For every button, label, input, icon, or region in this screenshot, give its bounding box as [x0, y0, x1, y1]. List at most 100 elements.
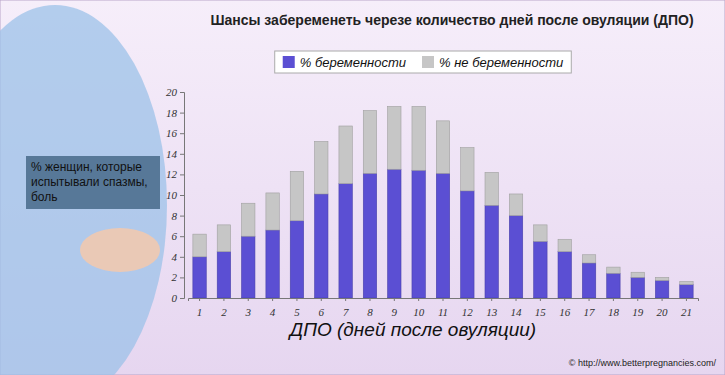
bar	[607, 267, 620, 273]
x-tick-mark	[491, 298, 492, 301]
x-tick: 10	[413, 298, 425, 318]
x-tick-mark	[199, 298, 200, 301]
x-tick-mark	[418, 298, 419, 301]
x-tick-mark	[272, 298, 273, 301]
y-tick: 0	[172, 292, 185, 304]
x-axis-line	[189, 299, 699, 302]
y-axis-line	[180, 93, 185, 299]
x-tick-label: 8	[367, 306, 373, 318]
bar	[655, 280, 668, 298]
x-tick: 12	[462, 298, 474, 318]
x-tick-label: 18	[608, 306, 620, 318]
x-tick-label: 21	[681, 306, 692, 318]
x-tick-mark	[662, 298, 663, 301]
x-tick-label: 4	[270, 306, 276, 318]
y-tick-mark	[180, 298, 184, 299]
x-tick: 15	[535, 298, 547, 318]
bar	[217, 225, 230, 252]
x-tick-mark	[589, 298, 590, 301]
x-tick-mark	[369, 298, 370, 301]
bar	[290, 171, 303, 220]
y-tick-mark	[180, 277, 184, 278]
x-tick-label: 3	[245, 306, 252, 318]
x-tick-label: 1	[197, 306, 203, 318]
y-tick-mark	[180, 92, 184, 93]
y-tick-label: 16	[166, 127, 178, 139]
bar	[412, 106, 425, 170]
legend-swatch	[283, 56, 295, 68]
bar	[388, 106, 401, 169]
x-tick-mark	[223, 298, 224, 301]
x-tick-label: 12	[462, 306, 474, 318]
x-tick: 4	[270, 298, 276, 318]
x-tick: 3	[245, 298, 252, 318]
y-tick-label: 4	[172, 251, 178, 263]
x-tick-mark	[248, 298, 249, 301]
bar	[509, 216, 522, 298]
x-tick: 9	[392, 298, 398, 318]
y-tick: 4	[172, 251, 185, 263]
bar	[461, 191, 474, 298]
y-tick-label: 0	[172, 292, 178, 304]
bar	[339, 184, 352, 298]
x-tick-mark	[613, 298, 614, 301]
x-tick: 13	[486, 298, 498, 318]
y-tick-label: 2	[172, 271, 178, 283]
bar	[412, 170, 425, 298]
x-tick: 5	[294, 298, 300, 318]
x-tick: 6	[319, 298, 325, 318]
x-tick-label: 6	[319, 306, 325, 318]
x-tick-label: 10	[413, 306, 425, 318]
title: Шансы забеременеть черезе количество дне…	[210, 12, 693, 28]
x-tick-label: 16	[559, 306, 571, 318]
decor-hand	[80, 228, 160, 272]
x-tick-mark	[345, 298, 346, 301]
bar	[534, 225, 547, 241]
y-tick: 6	[172, 230, 185, 242]
bar	[242, 203, 255, 236]
bar	[363, 111, 376, 174]
legend-box	[275, 51, 572, 73]
x-tick: 18	[608, 298, 620, 318]
y-tick-mark	[180, 174, 184, 175]
bar	[193, 234, 206, 257]
legend-swatch	[422, 56, 434, 68]
x-tick: 17	[584, 298, 596, 318]
bar	[582, 263, 595, 298]
chart-wrap: Шансы забеременеть черезе количество дне…	[0, 0, 725, 375]
bar	[217, 252, 230, 298]
y-tick: 8	[172, 210, 185, 222]
bar	[436, 173, 449, 298]
bar	[388, 169, 401, 298]
y-tick: 12	[166, 168, 184, 180]
y-tick-mark	[180, 113, 184, 114]
x-tick-label: 7	[343, 306, 349, 318]
y-tick-label: 12	[166, 168, 178, 180]
x-tick: 2	[221, 298, 227, 318]
bar	[193, 257, 206, 298]
y-tick-label: 14	[166, 148, 178, 160]
x-tick-label: 9	[392, 306, 398, 318]
bar	[607, 273, 620, 298]
x-tick: 11	[438, 298, 448, 318]
bar	[631, 277, 644, 298]
bar	[290, 221, 303, 298]
x-tick-label: 15	[535, 306, 547, 318]
legend-label: % беременности	[300, 55, 406, 70]
x-tick-mark	[467, 298, 468, 301]
bar	[363, 173, 376, 298]
y-tick-label: 10	[166, 189, 178, 201]
decor	[0, 5, 167, 375]
y-tick: 14	[166, 148, 184, 160]
x-tick-mark	[321, 298, 322, 301]
x-tick-label: 14	[511, 306, 523, 318]
x-axis: 123456789101112131415161718192021	[189, 298, 699, 318]
bar	[680, 282, 693, 285]
y-tick: 20	[166, 86, 184, 98]
bar	[509, 194, 522, 216]
x-tick-mark	[564, 298, 565, 301]
y-tick-mark	[180, 236, 184, 237]
x-tick: 20	[657, 298, 669, 318]
x-tick: 8	[367, 298, 373, 318]
bar	[558, 239, 571, 251]
